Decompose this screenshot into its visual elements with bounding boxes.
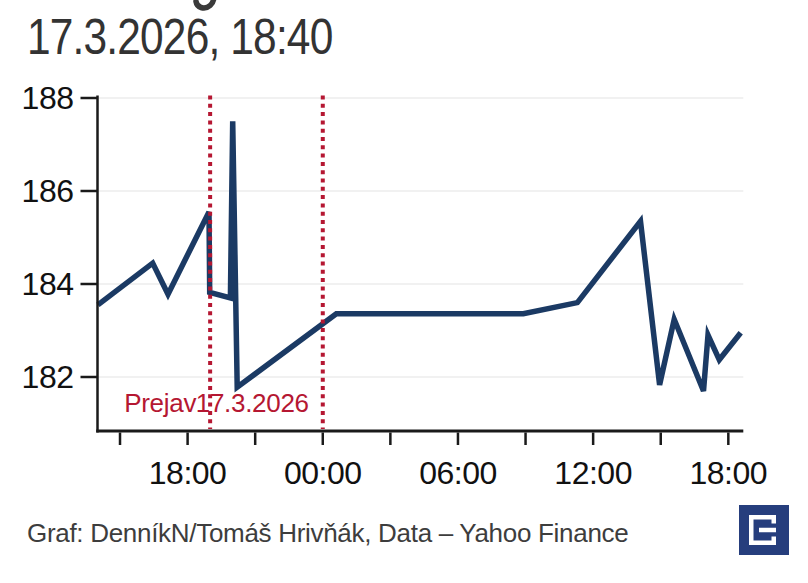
x-tick-label: 12:00 <box>554 455 632 491</box>
event-marker-label: 17.3.2026 <box>196 388 309 418</box>
y-tick-label: 182 <box>22 359 74 395</box>
y-tick-label: 188 <box>22 80 74 116</box>
logo-letter-e-icon <box>749 515 776 545</box>
x-tick-label: 18:00 <box>690 455 768 491</box>
dennik-e-logo[interactable] <box>739 505 789 555</box>
y-tick-label: 184 <box>22 266 74 302</box>
x-tick-label: 06:00 <box>419 455 497 491</box>
credit-line: Graf: DenníkN/Tomáš Hrivňák, Data – Yaho… <box>27 518 628 549</box>
price-line <box>98 121 741 391</box>
price-chart-card: { "page": { "title": "17.3.2026, 18:40",… <box>0 0 808 583</box>
x-tick-label: 18:00 <box>149 455 227 491</box>
event-marker-label: Prejav <box>124 388 196 418</box>
x-tick-label: 00:00 <box>284 455 362 491</box>
price-line-chart: Prejav17.3.2026 182 184 186 188 18:00 00:00 06:… <box>0 0 808 500</box>
y-tick-label: 186 <box>22 173 74 209</box>
